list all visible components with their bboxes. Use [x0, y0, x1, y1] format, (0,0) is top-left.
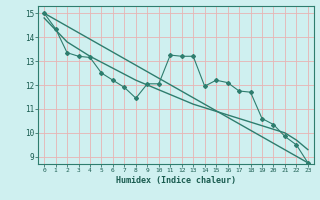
X-axis label: Humidex (Indice chaleur): Humidex (Indice chaleur)	[116, 176, 236, 185]
